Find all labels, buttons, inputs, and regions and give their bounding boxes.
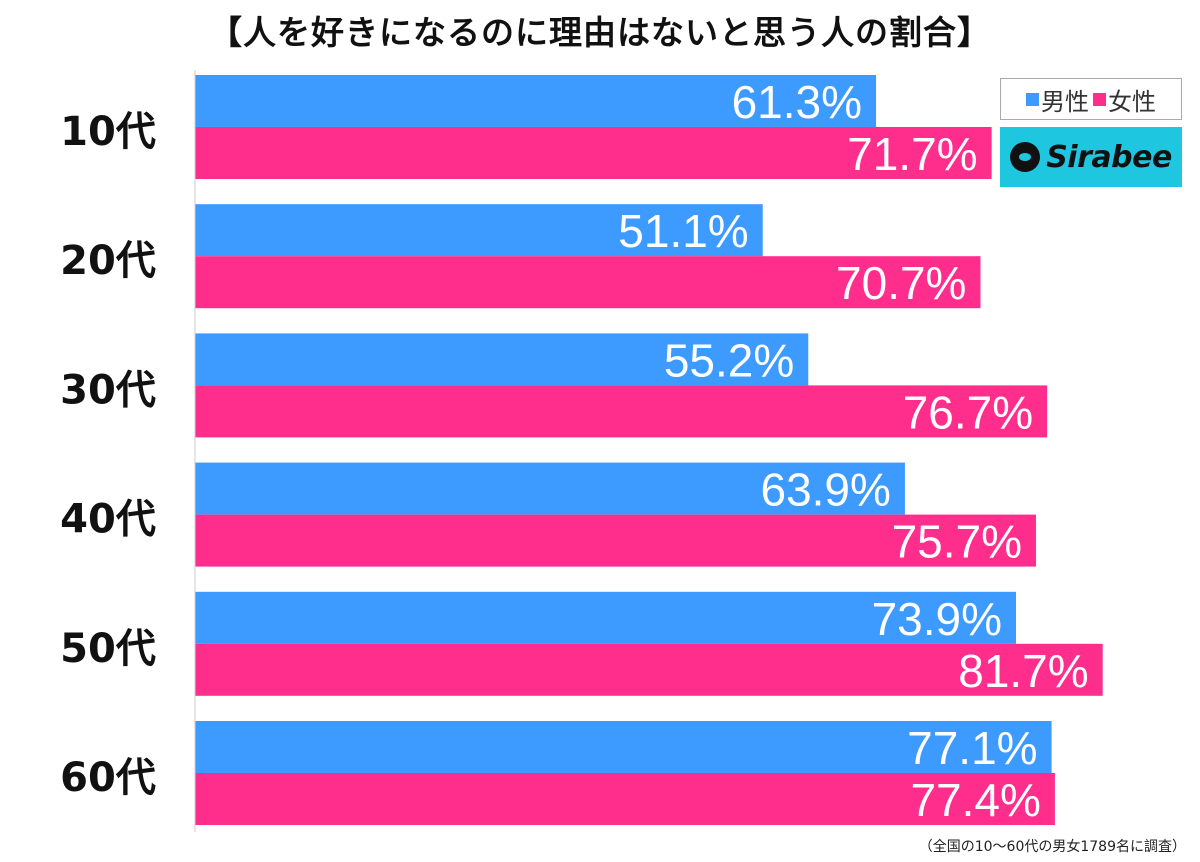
bar-male-4: [195, 462, 905, 515]
data-label-female-5: 81.7%: [958, 645, 1088, 697]
legend-item-female: 女性: [1093, 82, 1156, 117]
data-label-female-1: 71.7%: [847, 128, 977, 180]
legend-swatch-male: [1026, 92, 1039, 106]
bar-male-2: [195, 204, 763, 257]
category-label-2: 20代: [60, 238, 156, 284]
bar-male-5: [195, 591, 1017, 644]
bar-female-2: [195, 256, 981, 309]
sirabee-logo: Sirabee: [1000, 127, 1182, 187]
sirabee-logo-text: Sirabee: [1046, 139, 1172, 175]
chart-title: 【人を好きになるのに理由はないと思う人の割合】: [209, 13, 991, 52]
data-label-male-6: 77.1%: [907, 722, 1037, 774]
data-label-male-1: 61.3%: [732, 76, 862, 128]
bar-female-6: [195, 773, 1055, 825]
bar-female-4: [195, 514, 1037, 567]
sirabee-logo-icon: [1010, 142, 1041, 172]
category-label-1: 10代: [60, 109, 156, 155]
legend-label-female: 女性: [1108, 87, 1156, 116]
bar-female-1: [195, 127, 992, 179]
category-label-6: 60代: [60, 755, 156, 801]
data-label-male-5: 73.9%: [872, 593, 1002, 645]
data-label-male-4: 63.9%: [760, 464, 890, 516]
legend: 男性 女性: [1000, 78, 1182, 120]
bar-female-3: [195, 385, 1048, 438]
bar-male-1: [195, 75, 877, 127]
category-label-3: 30代: [60, 367, 156, 413]
bar-male-3: [195, 333, 809, 386]
data-label-female-3: 76.7%: [903, 386, 1033, 438]
category-label-4: 40代: [60, 497, 156, 543]
data-label-female-6: 77.4%: [910, 774, 1040, 826]
legend-label-male: 男性: [1041, 87, 1089, 116]
data-label-female-4: 75.7%: [892, 516, 1022, 568]
data-label-male-2: 51.1%: [618, 205, 748, 257]
category-label-5: 50代: [60, 626, 156, 672]
legend-item-male: 男性: [1026, 82, 1089, 117]
bar-female-5: [195, 643, 1103, 696]
legend-swatch-female: [1093, 92, 1106, 106]
data-label-male-3: 55.2%: [664, 334, 794, 386]
bar-male-6: [195, 721, 1052, 773]
survey-footnote: （全国の10〜60代の男女1789名に調査）: [918, 839, 1186, 855]
data-label-female-2: 70.7%: [836, 257, 966, 309]
